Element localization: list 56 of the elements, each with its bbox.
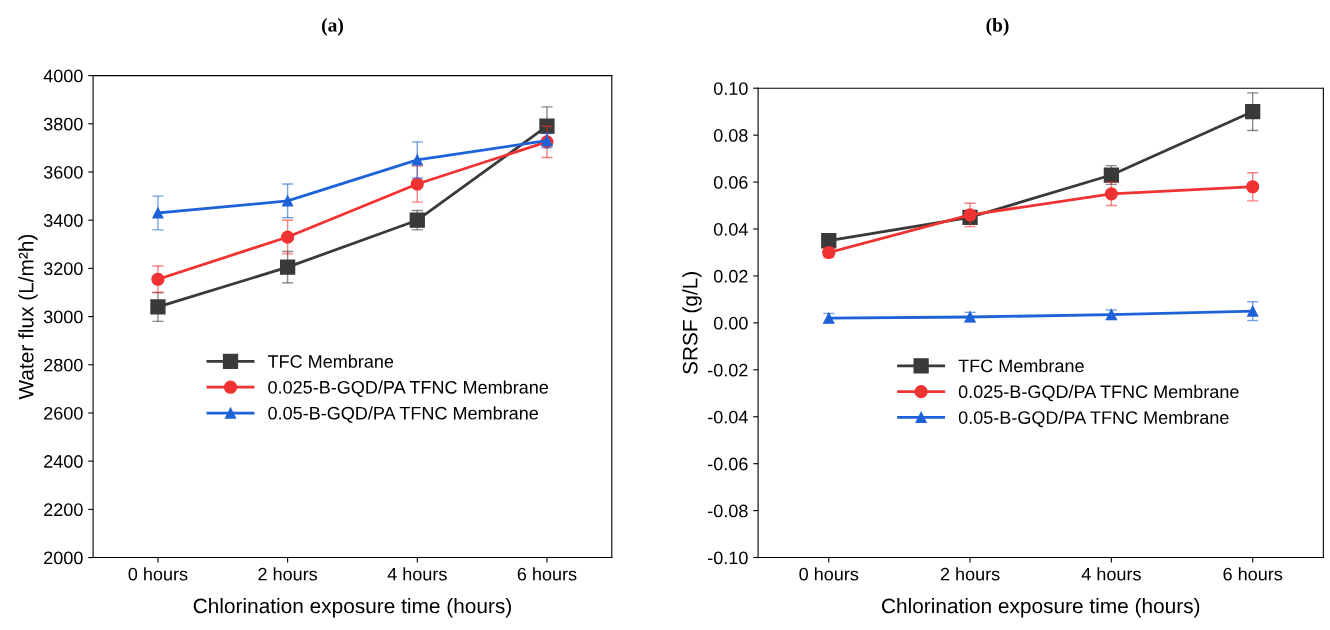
y-tick-label: 0.06: [713, 176, 748, 189]
y-tick-label: 2800: [44, 358, 83, 372]
y-tick-label: -0.04: [708, 410, 748, 424]
x-tick-label: 4 hours: [387, 567, 447, 581]
y-axis-title: Water flux (L/m²h): [18, 234, 38, 400]
legend-label: 0.05-B-GQD/PA TFNC Membrane: [958, 410, 1229, 428]
x-axis-title: Chlorination exposure time (hours): [882, 597, 1200, 618]
point: [1247, 305, 1259, 317]
point: [151, 272, 165, 286]
y-tick-label: 2200: [44, 503, 83, 517]
y-tick-label: 0.04: [713, 222, 748, 236]
y-tick-label: 0.10: [713, 82, 748, 95]
y-tick-label: 3800: [43, 117, 83, 131]
legend-label: 0.025-B-GQD/PA TFNC Membrane: [958, 384, 1239, 402]
x-tick-label: 6 hours: [517, 567, 577, 581]
legend-label: 0.05-B-GQD/PA TFNC Membrane: [268, 406, 538, 423]
point: [282, 195, 294, 207]
y-tick-label: 3600: [43, 165, 83, 179]
legend-label: 0.025-B-GQD/PA TFNC Membrane: [268, 380, 549, 397]
x-tick-label: 2 hours: [258, 567, 318, 581]
point: [1245, 104, 1261, 120]
y-tick-label: 2600: [44, 406, 83, 420]
y-tick-label: -0.02: [708, 363, 748, 377]
point: [821, 233, 837, 249]
chart-title: (a): [322, 18, 343, 36]
y-axis-title: SRSF (g/L): [682, 272, 702, 375]
chart-title: (b): [986, 18, 1009, 36]
y-tick-label: 2400: [44, 455, 83, 468]
x-tick-label: 2 hours: [940, 567, 1000, 581]
y-tick-label: 3000: [43, 310, 83, 324]
y-tick-label: 0.08: [713, 129, 748, 142]
x-tick-label: 0 hours: [128, 567, 188, 581]
y-tick-label: -0.06: [708, 457, 748, 471]
y-tick-label: -0.10: [708, 551, 748, 565]
point: [539, 118, 555, 134]
x-tick-label: 6 hours: [1223, 567, 1283, 581]
point: [152, 207, 164, 219]
point: [281, 230, 295, 244]
legend-label: TFC Membrane: [267, 354, 394, 368]
y-tick-label: 0.02: [713, 269, 748, 283]
point: [1246, 180, 1260, 194]
y-tick-label: 2000: [44, 551, 83, 565]
point: [411, 154, 423, 166]
x-axis-title: Chlorination exposure time (hours): [193, 597, 511, 618]
y-tick-label: 0.00: [713, 316, 748, 330]
y-tick-label: 4000: [43, 69, 83, 83]
point: [1104, 187, 1118, 201]
x-tick-label: 4 hours: [1081, 567, 1141, 581]
x-tick-label: 0 hours: [799, 567, 859, 581]
point: [150, 299, 166, 315]
legend-label: TFC Membrane: [958, 359, 1084, 373]
y-tick-label: -0.08: [708, 504, 748, 518]
y-tick-label: 3400: [43, 214, 83, 227]
y-tick-label: 3200: [43, 262, 83, 276]
point: [279, 259, 296, 275]
point: [410, 177, 424, 191]
